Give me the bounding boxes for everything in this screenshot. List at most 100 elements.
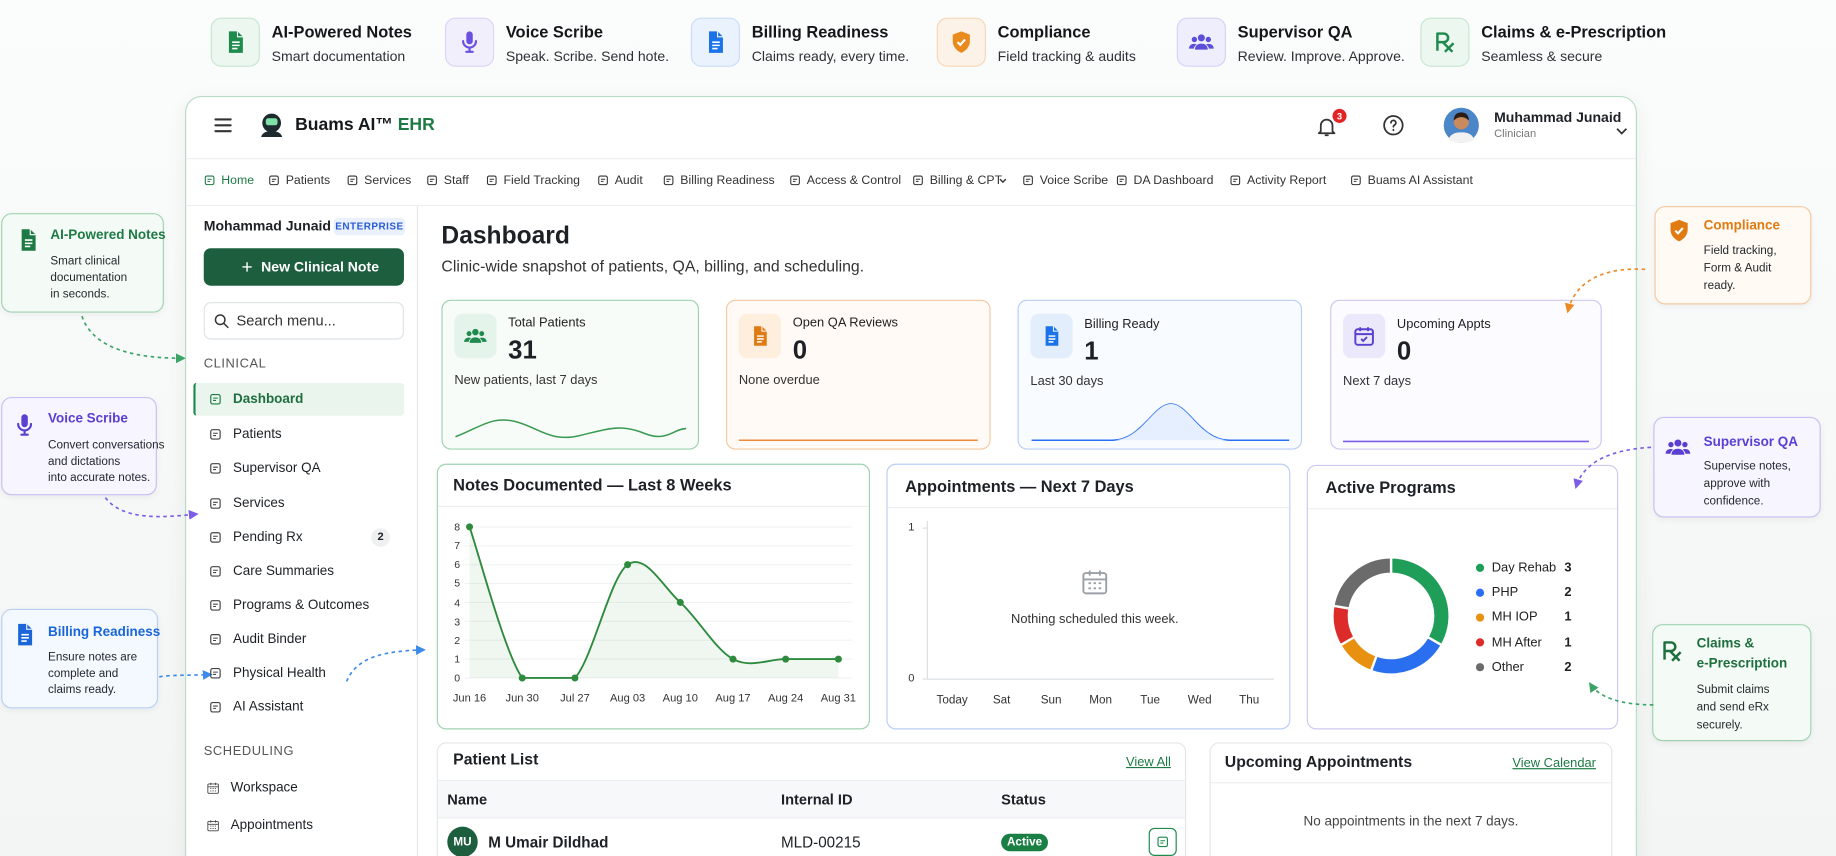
legend-swatch: [1475, 588, 1485, 597]
icon-part: [1355, 327, 1373, 343]
legend-swatch: [1475, 613, 1485, 622]
doc-icon: [708, 31, 723, 53]
new-note-button[interactable]: [203, 248, 404, 286]
section-heading: SCHEDULING: [203, 744, 295, 759]
y-tick-label: 6: [454, 558, 461, 571]
nav-item[interactable]: Buams AI Assistant: [1367, 173, 1473, 188]
patient-avatar: [447, 826, 478, 856]
icon-part: [1083, 570, 1107, 590]
menu-icon[interactable]: [214, 118, 232, 133]
icon-part: [666, 178, 671, 182]
icon-part: [469, 337, 482, 343]
nav-item[interactable]: Billing & CPT: [929, 173, 1003, 188]
icon-part: [210, 600, 221, 611]
legend-label: Other: [1491, 660, 1524, 675]
icon-part: [756, 335, 764, 343]
nav-item[interactable]: Audit: [614, 173, 643, 188]
icon-part: [913, 175, 923, 186]
generic-icon: [210, 429, 221, 440]
legend-value: 2: [1564, 585, 1572, 600]
x-tick-label: Tue: [1140, 693, 1161, 707]
icon-part: [1663, 641, 1682, 662]
legend-value: 3: [1564, 560, 1572, 575]
nav-item[interactable]: Patients: [285, 173, 331, 188]
sidebar-item[interactable]: Physical Health: [233, 665, 326, 680]
icon-part: [1383, 115, 1404, 136]
people-icon: [464, 328, 487, 343]
panel-link[interactable]: View Calendar: [1512, 756, 1596, 771]
icon-part: [466, 331, 472, 337]
icon-part: [204, 175, 215, 186]
brand: Buams AI™ EHR: [295, 114, 435, 137]
callout-text: Ensure notes are: [48, 650, 138, 664]
bell-icon[interactable]: [1317, 118, 1336, 137]
callout-card: [1652, 624, 1812, 742]
generic-icon: [663, 175, 674, 186]
icon-part: [472, 328, 479, 336]
calgrid-icon: [207, 782, 219, 794]
logo-body: [261, 131, 283, 137]
icon-part: [213, 432, 218, 437]
stat-note: Next 7 days: [1343, 374, 1412, 389]
sidebar-item[interactable]: Workspace: [230, 780, 298, 795]
nav-item[interactable]: DA Dashboard: [1133, 173, 1214, 188]
icon-part: [712, 41, 720, 50]
panel-title: Upcoming Appointments: [1224, 752, 1413, 771]
empty-message: No appointments in the next 7 days.: [1303, 814, 1519, 829]
icon-part: [210, 701, 221, 713]
nav-item[interactable]: Services: [364, 173, 412, 188]
generic-icon: [790, 175, 800, 186]
avatar-body: [1448, 132, 1475, 143]
sidebar-item[interactable]: Supervisor QA: [233, 460, 321, 475]
sidebar-item[interactable]: Pending Rx: [233, 529, 303, 544]
icon-part: [1674, 227, 1684, 235]
icon-part: [1668, 441, 1674, 448]
rx-icon: [1663, 641, 1682, 662]
shield-icon: [1670, 219, 1688, 242]
sparkline-area: [1031, 403, 1230, 441]
row-action-button[interactable]: [1148, 827, 1177, 856]
data-point: [466, 523, 474, 531]
sidebar-item[interactable]: Appointments: [230, 817, 314, 832]
panel-link[interactable]: View All: [1126, 755, 1171, 770]
callout-text: Submit claims: [1696, 683, 1770, 697]
icon-part: [1354, 328, 1374, 346]
section-heading: CLINICAL: [203, 357, 267, 372]
nav-item[interactable]: Activity Report: [1247, 173, 1327, 188]
icon-part: [1191, 36, 1198, 43]
nav-item[interactable]: Field Tracking: [503, 173, 581, 188]
sidebar-item[interactable]: AI Assistant: [233, 699, 304, 714]
icon-part: [1082, 572, 1108, 595]
stat-label: Total Patients: [508, 316, 586, 331]
icon-part: [1023, 175, 1033, 186]
sidebar-item[interactable]: Care Summaries: [233, 563, 335, 578]
sidebar-item[interactable]: Dashboard: [233, 391, 304, 406]
sidebar-item[interactable]: Programs & Outcomes: [233, 597, 370, 612]
nav-item[interactable]: Voice Scribe: [1039, 173, 1109, 188]
x-tick-label: Aug 17: [715, 692, 751, 705]
sidebar-item[interactable]: Audit Binder: [233, 631, 307, 646]
icon-part: [210, 634, 221, 645]
icon-part: [1048, 335, 1056, 343]
chart-panel: [436, 463, 870, 730]
icon-part: [429, 178, 435, 182]
icon-part: [21, 633, 29, 642]
callout-text: and dictations: [48, 454, 121, 468]
nav-item[interactable]: Staff: [443, 173, 469, 188]
help-icon[interactable]: [1383, 115, 1404, 136]
icon-part: [210, 498, 221, 509]
search-input[interactable]: [203, 302, 404, 340]
feature-title: Billing Readiness: [751, 22, 889, 41]
callout-title: AI-Powered Notes: [50, 227, 166, 242]
divider: [186, 158, 1636, 160]
sidebar-item[interactable]: Patients: [233, 426, 282, 441]
chart-title: Notes Documented — Last 8 Weeks: [453, 475, 732, 495]
empty-message: Nothing scheduled this week.: [1011, 612, 1179, 627]
nav-item[interactable]: Home: [221, 173, 255, 188]
sidebar-item[interactable]: Services: [233, 495, 285, 510]
patient-name: M Umair Dildhad: [488, 833, 609, 851]
y-tick-label: 0: [908, 672, 915, 685]
nav-item[interactable]: Billing Readiness: [680, 173, 775, 188]
nav-item[interactable]: Access & Control: [806, 173, 902, 188]
generic-icon: [210, 394, 221, 405]
